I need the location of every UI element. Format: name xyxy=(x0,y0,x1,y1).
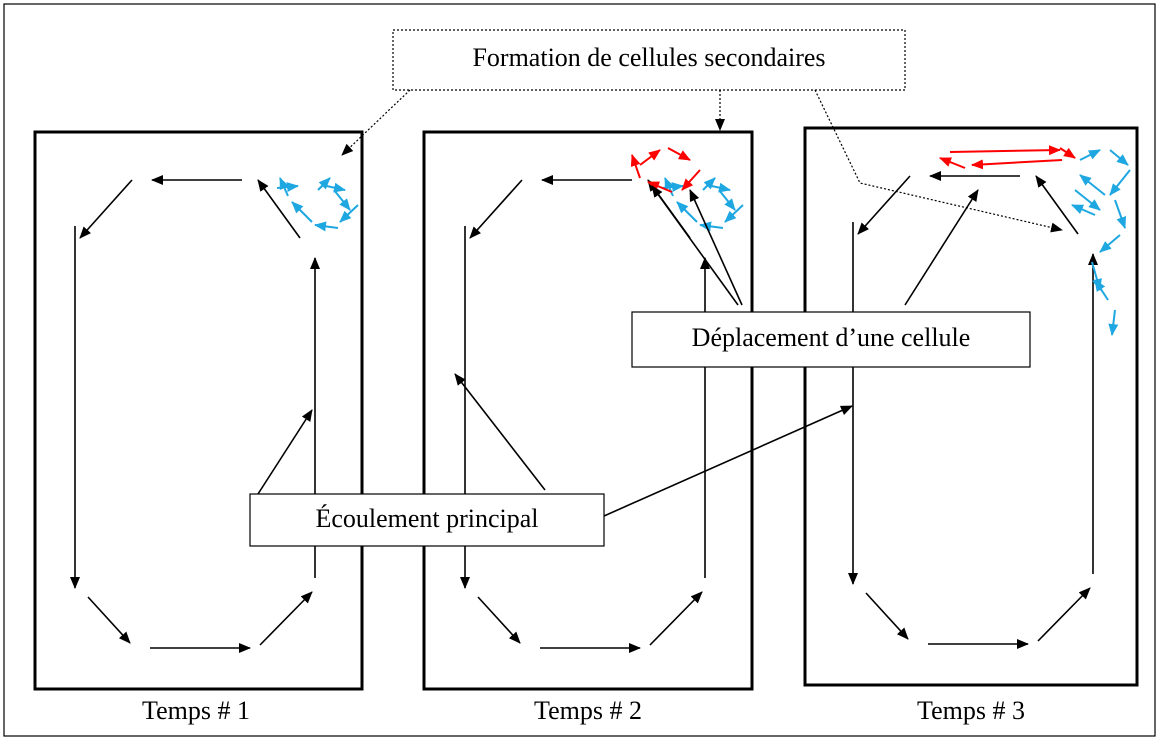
secondary-cells-3 xyxy=(939,145,1131,336)
pointer xyxy=(341,89,411,156)
frame xyxy=(3,3,1156,737)
panel-1 xyxy=(33,130,364,691)
secondary-cell-2b xyxy=(662,178,743,228)
panel-label: Temps # 2 xyxy=(534,696,642,725)
pointer xyxy=(814,89,1063,233)
main-pointers xyxy=(257,373,853,517)
main-flow-3 xyxy=(853,176,1093,644)
panel-3 xyxy=(803,126,1139,687)
secondary-cell-2a xyxy=(630,147,701,193)
callout-box xyxy=(249,493,605,547)
panel-2 xyxy=(422,130,754,691)
main-flow-1 xyxy=(75,180,315,648)
panel-label: Temps # 3 xyxy=(917,696,1025,725)
callout-text: Écoulement principal xyxy=(315,504,538,533)
secondary-cell-1 xyxy=(277,178,358,228)
callout-box xyxy=(631,311,1031,368)
callout-text: Formation de cellules secondaires xyxy=(472,43,825,72)
displacement-pointers xyxy=(651,185,979,306)
callout-box xyxy=(392,29,906,91)
callout-text: Déplacement d’une cellule xyxy=(692,323,971,352)
panel-label: Temps # 1 xyxy=(142,696,250,725)
main-flow-2 xyxy=(465,180,705,648)
